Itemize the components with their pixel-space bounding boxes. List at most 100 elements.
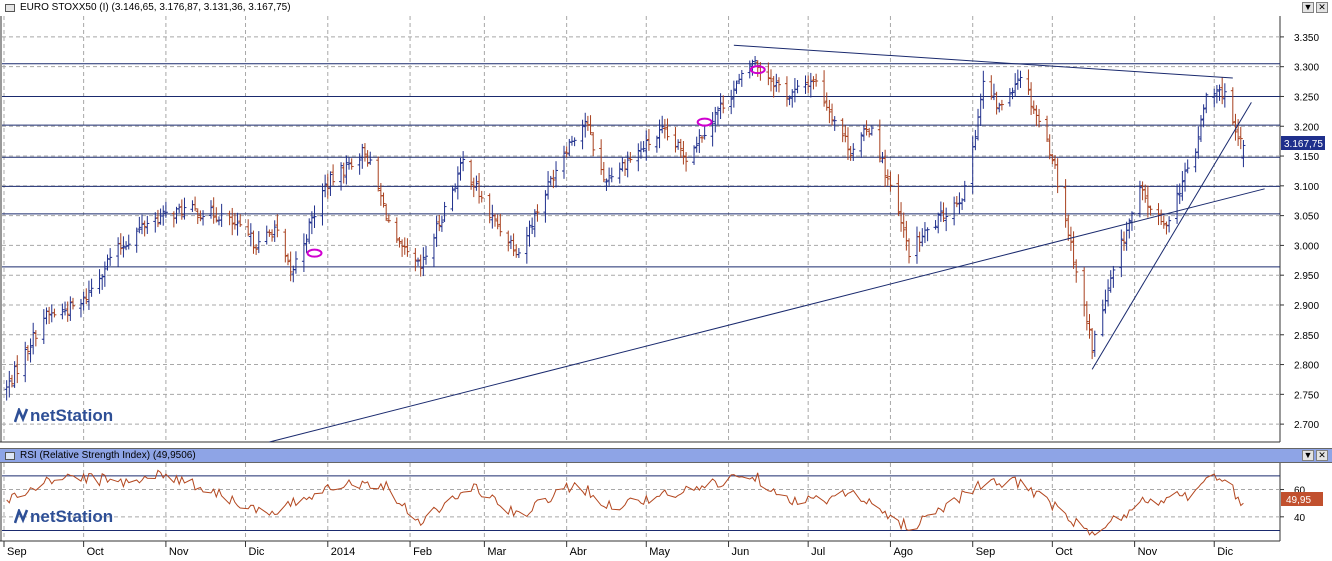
price-bar bbox=[803, 75, 808, 94]
price-bar bbox=[235, 212, 240, 236]
rsi-chart[interactable]: 60 40 49,95 Sep Oct Nov Dic 2014 Feb Mar Abr May J… bbox=[0, 463, 1332, 561]
price-bar bbox=[65, 301, 70, 322]
price-bar bbox=[1220, 77, 1225, 105]
price-bar bbox=[662, 118, 667, 139]
price-bar bbox=[397, 236, 402, 248]
close-panel-button[interactable]: ✕ bbox=[1316, 2, 1328, 13]
rsi-scroll-down-button[interactable]: ▼ bbox=[1302, 450, 1314, 461]
main-panel-title: EURO STOXX50 (I) (3.146,65, 3.176,87, 3.… bbox=[20, 2, 291, 13]
price-bar bbox=[1185, 159, 1190, 174]
price-bar bbox=[155, 209, 160, 228]
price-bar bbox=[1010, 87, 1015, 100]
price-bar bbox=[1222, 83, 1227, 108]
price-bar bbox=[84, 288, 89, 305]
price-bar bbox=[71, 297, 76, 310]
price-chart[interactable]: 3.350 3.300 3.250 3.200 3.150 3.100 3.050 3.000… bbox=[0, 16, 1332, 444]
price-bar bbox=[201, 210, 206, 226]
price-bar bbox=[161, 205, 166, 226]
price-bar bbox=[230, 207, 235, 236]
price-bar bbox=[729, 89, 734, 115]
price-bar bbox=[506, 230, 511, 252]
price-bar bbox=[697, 129, 702, 154]
price-y-tick-label: 2.900 bbox=[1294, 301, 1319, 312]
date-axis-tick-label: Abr bbox=[570, 546, 587, 558]
price-bar bbox=[381, 192, 386, 208]
price-bar bbox=[694, 136, 699, 153]
price-bar bbox=[365, 150, 370, 167]
price-bar bbox=[325, 173, 330, 199]
price-bar bbox=[734, 80, 739, 94]
price-bar bbox=[660, 115, 665, 134]
price-bar bbox=[402, 237, 407, 255]
price-bar bbox=[238, 214, 243, 227]
price-y-tick-label: 3.050 bbox=[1294, 212, 1319, 223]
rsi-panel-titlebar: RSI (Relative Strength Index) (49,9506) … bbox=[0, 448, 1332, 463]
price-bar bbox=[700, 135, 705, 143]
price-bar bbox=[137, 216, 142, 234]
price-bar bbox=[572, 137, 577, 147]
price-bar bbox=[644, 130, 649, 161]
price-bar bbox=[495, 214, 500, 230]
price-bar bbox=[362, 143, 367, 162]
price-bar bbox=[771, 76, 776, 98]
rsi-close-button[interactable]: ✕ bbox=[1316, 450, 1328, 461]
scroll-down-button[interactable]: ▼ bbox=[1302, 2, 1314, 13]
price-bar bbox=[739, 70, 744, 87]
price-bar bbox=[105, 254, 110, 271]
last-price-label: 3.167,75 bbox=[1284, 139, 1323, 150]
panel-menu-icon[interactable] bbox=[5, 4, 15, 12]
price-bar bbox=[254, 244, 259, 255]
price-bar bbox=[439, 215, 444, 232]
price-bar bbox=[641, 141, 646, 153]
price-bar bbox=[246, 219, 251, 237]
price-bar bbox=[142, 220, 147, 237]
price-bar bbox=[1045, 115, 1050, 142]
price-bar bbox=[461, 151, 466, 172]
price-bar bbox=[692, 145, 697, 165]
price-bar bbox=[134, 227, 139, 253]
price-bar bbox=[307, 218, 312, 244]
price-bar bbox=[492, 213, 497, 227]
price-bar bbox=[28, 338, 33, 363]
price-bar bbox=[1183, 162, 1188, 192]
price-bar bbox=[108, 248, 113, 266]
date-axis-tick-label: Nov bbox=[1138, 546, 1158, 558]
price-bar bbox=[1236, 119, 1241, 146]
price-bar bbox=[416, 257, 421, 266]
price-bar bbox=[256, 231, 261, 254]
price-bar bbox=[458, 157, 463, 181]
rsi-panel-menu-icon[interactable] bbox=[5, 452, 15, 460]
netstation-logo-mark-icon bbox=[14, 509, 29, 524]
price-bar bbox=[530, 217, 535, 235]
trendline bbox=[1091, 102, 1252, 370]
date-axis-tick-label: Oct bbox=[87, 546, 104, 558]
price-bar bbox=[60, 303, 65, 320]
date-axis-tick-label: Jun bbox=[732, 546, 750, 558]
price-bar bbox=[1238, 126, 1243, 150]
price-bar bbox=[583, 112, 588, 138]
price-bar bbox=[214, 207, 219, 223]
price-bar bbox=[840, 118, 845, 143]
price-bar bbox=[474, 175, 479, 191]
price-bar bbox=[469, 159, 474, 190]
price-bar bbox=[140, 214, 145, 235]
price-bar bbox=[535, 204, 540, 222]
price-bar bbox=[845, 127, 850, 160]
price-bar bbox=[532, 209, 537, 238]
price-bar bbox=[997, 102, 1002, 113]
price-bar bbox=[885, 169, 890, 186]
price-bar bbox=[1137, 180, 1142, 218]
price-bar bbox=[1026, 69, 1031, 95]
price-bar bbox=[925, 227, 930, 242]
price-bar bbox=[1241, 140, 1246, 168]
price-bar bbox=[275, 214, 280, 238]
price-bar bbox=[628, 151, 633, 163]
price-bar bbox=[684, 152, 689, 172]
price-bar bbox=[1140, 181, 1145, 201]
price-bar bbox=[1050, 153, 1055, 165]
price-bar bbox=[832, 116, 837, 131]
price-bar bbox=[1007, 88, 1012, 107]
price-bar bbox=[784, 76, 789, 107]
price-bar bbox=[179, 199, 184, 220]
price-bar bbox=[1047, 134, 1052, 160]
